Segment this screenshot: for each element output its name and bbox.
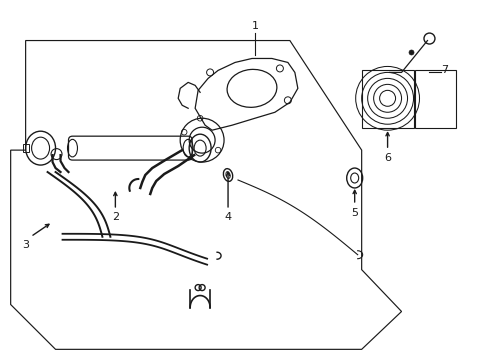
Text: 7: 7 bbox=[441, 66, 447, 76]
Bar bbox=[361, 71, 413, 128]
Text: 2: 2 bbox=[112, 212, 119, 222]
Circle shape bbox=[408, 50, 413, 55]
Text: 1: 1 bbox=[251, 21, 258, 31]
Bar bbox=[22, 144, 29, 152]
Text: 3: 3 bbox=[22, 240, 29, 250]
Text: 6: 6 bbox=[383, 153, 390, 163]
Bar bbox=[414, 71, 455, 128]
Text: 4: 4 bbox=[224, 212, 231, 222]
Text: 5: 5 bbox=[350, 208, 357, 218]
